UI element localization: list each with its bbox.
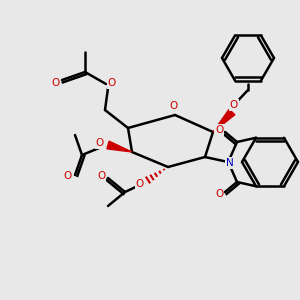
Text: O: O bbox=[97, 171, 105, 181]
Polygon shape bbox=[107, 141, 132, 152]
Text: O: O bbox=[215, 125, 223, 135]
Text: O: O bbox=[96, 138, 104, 148]
Text: O: O bbox=[230, 100, 238, 110]
Text: N: N bbox=[226, 158, 234, 168]
Text: O: O bbox=[51, 78, 59, 88]
Polygon shape bbox=[213, 109, 235, 132]
Text: O: O bbox=[136, 179, 144, 189]
Text: O: O bbox=[169, 101, 177, 111]
Text: O: O bbox=[108, 78, 116, 88]
Text: O: O bbox=[63, 171, 71, 181]
Text: O: O bbox=[215, 189, 223, 199]
